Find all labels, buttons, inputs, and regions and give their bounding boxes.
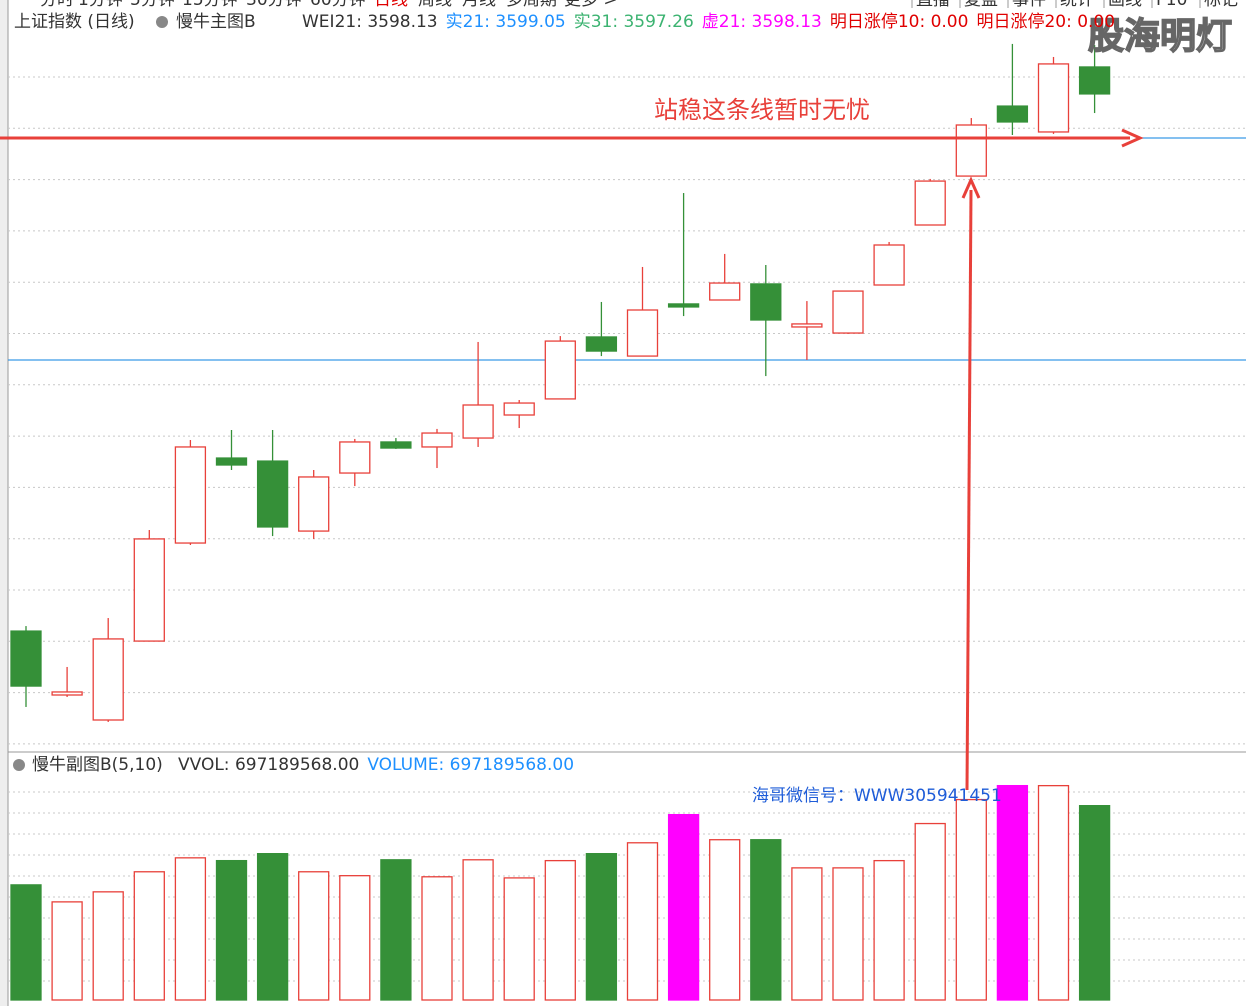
tab[interactable]: 画线	[1108, 0, 1142, 10]
volume-bar	[10, 884, 42, 1001]
tab[interactable]: 多周期	[506, 0, 557, 10]
candle-body	[544, 340, 576, 400]
candle-body	[503, 402, 535, 416]
tab[interactable]: 周线	[418, 0, 452, 10]
tab[interactable]: F10	[1156, 0, 1187, 10]
watermark: 股海明灯	[1088, 16, 1232, 57]
volume-bar	[298, 871, 330, 1001]
volume-bar	[996, 784, 1029, 1001]
indicator-icon	[156, 16, 168, 28]
candle-body	[1078, 66, 1111, 95]
volume-bar	[750, 839, 782, 1001]
tab[interactable]: 60分钟	[310, 0, 366, 10]
indicator-name: 慢牛主图B	[176, 11, 256, 32]
volume-bar	[832, 867, 864, 1001]
tab[interactable]: 1分钟	[78, 0, 123, 10]
legend-item: 明日涨停10: 0.00	[830, 12, 969, 32]
candle-body	[133, 538, 165, 642]
candle-body	[791, 323, 823, 328]
volume-bar	[914, 822, 946, 1001]
arrow-head	[961, 176, 981, 199]
tab[interactable]: 15分钟	[182, 0, 238, 10]
tab[interactable]: 日线	[374, 0, 408, 10]
legend-item: 实21: 3599.05	[446, 12, 566, 32]
legend-item: 明日涨停20: 0.00	[976, 12, 1115, 32]
tab[interactable]: 统计	[1060, 0, 1094, 10]
tab[interactable]: 5分钟	[130, 0, 175, 10]
candle-body	[667, 303, 700, 308]
tab[interactable]: 直播	[916, 0, 950, 10]
candle-body	[873, 244, 905, 286]
volume-label: VVOL: 697189568.00	[178, 755, 359, 775]
candle-body	[92, 638, 124, 721]
candle-body	[215, 457, 248, 466]
volume-bar	[339, 875, 371, 1001]
candle-body	[339, 441, 371, 474]
candle-body	[462, 404, 494, 439]
candle-body	[380, 441, 412, 449]
chart-title: 上证指数 (日线)	[14, 12, 135, 32]
volume-title: 慢牛副图B(5,10)	[32, 754, 163, 775]
tab[interactable]: 事件	[1012, 0, 1046, 10]
arrow-head	[1121, 128, 1144, 148]
volume-bar	[421, 876, 453, 1001]
tab[interactable]: 复盘	[964, 0, 998, 10]
candle-body	[421, 432, 453, 448]
legend-item: WEI21: 3598.13	[302, 12, 438, 32]
annotation: 站稳这条线暂时无忧	[654, 96, 870, 124]
tab[interactable]: 更多 >	[564, 0, 618, 10]
volume-bar	[1078, 805, 1111, 1001]
volume-bar	[256, 853, 289, 1001]
candle-body	[51, 691, 83, 696]
volume-bar	[133, 871, 165, 1001]
tab[interactable]: 标记	[1204, 0, 1238, 10]
candle-body	[996, 105, 1029, 123]
candle-body	[256, 460, 289, 528]
legend-item: 虚21: 3598.13	[702, 12, 822, 32]
volume-bar	[585, 853, 618, 1001]
volume-bar	[51, 901, 83, 1001]
tab[interactable]: 分时	[40, 0, 74, 10]
volume-bar	[462, 859, 494, 1001]
candle-body	[914, 180, 946, 226]
volume-bar	[873, 859, 905, 1001]
candle-body	[750, 283, 782, 321]
volume-bar	[955, 798, 987, 1001]
candle-body	[1037, 63, 1070, 133]
volume-bar	[215, 859, 248, 1001]
tab[interactable]: 月线	[462, 0, 496, 10]
candle-body	[626, 309, 659, 357]
candle-body	[10, 630, 42, 687]
indicator-icon	[13, 759, 25, 771]
volume-label: VOLUME: 697189568.00	[367, 755, 574, 775]
legend-item: 实31: 3597.26	[574, 12, 694, 32]
candle-body	[955, 124, 987, 177]
candle-body	[709, 282, 741, 301]
volume-bar	[791, 867, 823, 1001]
volume-bar	[626, 842, 659, 1001]
volume-bar	[503, 877, 535, 1001]
candle-body	[832, 290, 864, 334]
side-strip	[0, 0, 8, 1006]
volume-bar	[1037, 784, 1070, 1001]
volume-bar	[92, 891, 124, 1001]
candle-body	[585, 336, 618, 352]
candle-body	[174, 446, 207, 544]
volume-bar	[667, 813, 700, 1001]
volume-bar	[544, 859, 576, 1001]
volume-bar	[709, 839, 741, 1001]
volume-bar	[174, 857, 207, 1001]
tab[interactable]: 30分钟	[246, 0, 302, 10]
vertical-arrow	[965, 189, 973, 791]
volume-bar	[380, 859, 412, 1001]
candle-body	[298, 476, 330, 532]
note: 海哥微信号：WWW305941451	[752, 786, 1002, 806]
